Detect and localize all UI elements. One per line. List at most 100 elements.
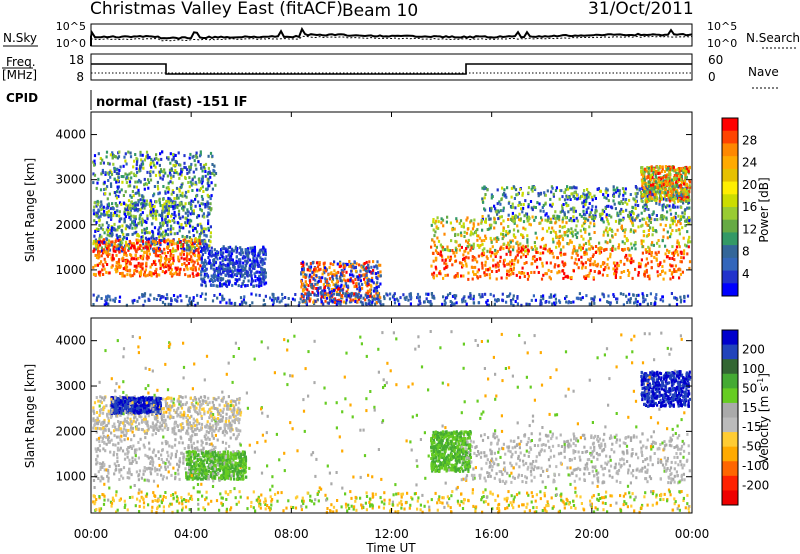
echo-point xyxy=(637,273,640,277)
echo-point xyxy=(245,254,248,258)
echo-point xyxy=(332,263,335,266)
echo-point xyxy=(440,253,443,257)
echo-point xyxy=(671,182,674,186)
echo-point xyxy=(216,278,219,281)
echo-point xyxy=(190,199,193,203)
echo-point xyxy=(159,204,162,208)
echo-point xyxy=(426,300,430,303)
echo-point xyxy=(202,202,205,206)
echo-point xyxy=(116,244,119,248)
echo-point xyxy=(194,182,197,186)
echo-point xyxy=(126,273,129,277)
echo-point xyxy=(594,245,598,248)
echo-point xyxy=(505,244,508,248)
echo-point xyxy=(364,293,367,297)
echo-point xyxy=(131,299,134,303)
echo-point xyxy=(520,207,523,211)
echo-point xyxy=(652,210,655,214)
echo-point xyxy=(680,169,683,173)
echo-point xyxy=(262,245,265,249)
echo-point xyxy=(110,216,113,220)
echo-point xyxy=(326,283,329,287)
echo-point xyxy=(173,232,176,236)
echo-point xyxy=(239,253,242,256)
echo-point xyxy=(105,211,108,214)
echo-point xyxy=(219,278,222,282)
echo-point xyxy=(231,258,234,262)
echo-point xyxy=(685,244,688,248)
echo-point xyxy=(287,303,290,307)
echo-point xyxy=(129,203,132,207)
echo-point xyxy=(631,219,634,223)
echo-point xyxy=(136,238,139,242)
echo-point xyxy=(173,272,176,276)
echo-point xyxy=(166,227,170,231)
echo-point xyxy=(195,273,198,277)
echo-point xyxy=(114,202,117,205)
echo-point xyxy=(322,269,325,273)
echo-point xyxy=(101,171,104,174)
echo-point xyxy=(629,300,632,304)
echo-point xyxy=(359,287,362,291)
echo-point xyxy=(580,261,583,265)
noise-search-line xyxy=(90,35,693,42)
echo-point xyxy=(598,241,601,245)
echo-point xyxy=(120,217,123,221)
echo-point xyxy=(336,278,339,281)
echo-point xyxy=(212,267,215,271)
echo-point xyxy=(146,170,149,174)
echo-point xyxy=(107,202,110,206)
echo-point xyxy=(686,230,689,234)
echo-point xyxy=(544,247,547,251)
echo-point xyxy=(184,194,187,198)
echo-point xyxy=(652,190,655,194)
echo-point xyxy=(212,283,215,287)
echo-point xyxy=(634,241,637,244)
echo-point xyxy=(669,173,672,176)
echo-point xyxy=(232,249,235,253)
echo-point xyxy=(459,219,463,223)
echo-point xyxy=(98,255,101,259)
echo-point xyxy=(325,296,329,300)
echo-point xyxy=(562,216,565,220)
echo-point xyxy=(136,233,139,236)
echo-point xyxy=(465,255,468,259)
echo-point xyxy=(593,215,597,219)
echo-point xyxy=(172,247,175,251)
echo-point xyxy=(108,248,112,252)
echo-point xyxy=(417,303,420,307)
echo-point xyxy=(546,189,549,193)
echo-point xyxy=(95,186,98,190)
echo-point xyxy=(409,302,412,306)
echo-point xyxy=(161,235,164,239)
echo-point xyxy=(488,217,491,221)
echo-point xyxy=(305,301,308,305)
echo-point xyxy=(194,240,197,244)
echo-point xyxy=(644,298,647,302)
echo-point xyxy=(509,250,512,254)
echo-point xyxy=(550,249,553,253)
echo-point xyxy=(464,299,467,303)
echo-point xyxy=(639,262,642,266)
echo-point xyxy=(377,285,380,289)
echo-point xyxy=(255,270,258,274)
echo-point xyxy=(198,188,201,192)
echo-point xyxy=(197,251,200,255)
echo-point xyxy=(581,246,584,250)
echo-point xyxy=(345,262,348,266)
echo-point xyxy=(123,250,126,254)
echo-point xyxy=(506,262,509,266)
echo-point xyxy=(114,228,117,232)
echo-point xyxy=(612,195,616,198)
echo-point xyxy=(535,236,538,240)
echo-point xyxy=(133,231,136,235)
echo-point xyxy=(196,254,199,258)
echo-point xyxy=(675,269,678,273)
echo-point xyxy=(167,251,170,254)
echo-point xyxy=(521,235,525,239)
echo-point xyxy=(542,273,545,277)
echo-point xyxy=(230,248,233,252)
echo-point xyxy=(98,262,101,266)
echo-point xyxy=(564,275,567,279)
echo-point xyxy=(679,300,682,304)
